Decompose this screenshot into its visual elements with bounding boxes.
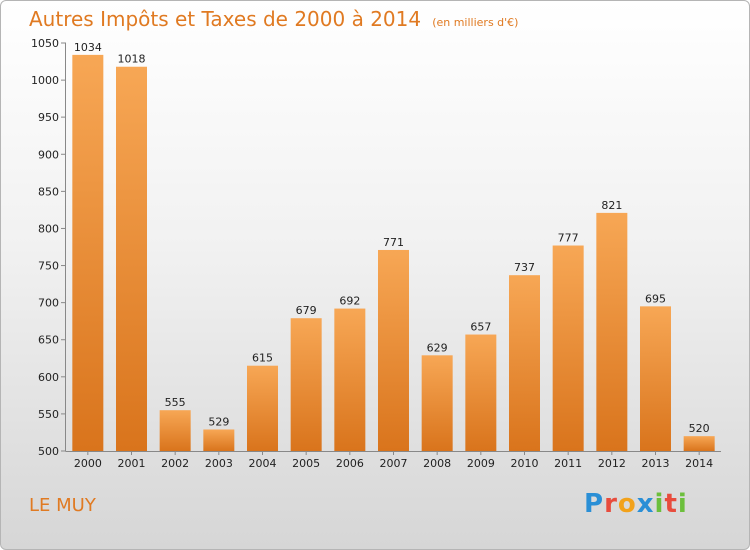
brand-letter: x xyxy=(636,489,655,519)
x-tick-label: 2004 xyxy=(249,457,277,470)
y-tick-label: 1000 xyxy=(31,74,59,87)
y-tick-label: 900 xyxy=(38,148,59,161)
bar xyxy=(421,355,453,451)
data-label: 777 xyxy=(558,232,579,245)
data-label: 695 xyxy=(645,292,666,305)
x-tick-label: 2012 xyxy=(598,457,626,470)
x-tick-label: 2005 xyxy=(292,457,320,470)
bar xyxy=(640,306,671,451)
data-label: 692 xyxy=(339,295,360,308)
y-tick-label: 600 xyxy=(38,371,59,384)
data-label: 821 xyxy=(601,199,622,212)
brand-letter: i xyxy=(677,489,688,519)
data-label: 737 xyxy=(514,261,535,274)
y-tick-label: 550 xyxy=(38,408,59,421)
x-tick-label: 2006 xyxy=(336,457,364,470)
chart-title-block: Autres Impôts et Taxes de 2000 à 2014 (e… xyxy=(29,7,518,31)
bar xyxy=(334,308,366,451)
bar xyxy=(683,436,715,451)
bar xyxy=(116,66,147,451)
data-label: 629 xyxy=(427,341,448,354)
bar xyxy=(290,318,322,451)
x-tick-label: 2010 xyxy=(511,457,539,470)
bar xyxy=(465,334,497,451)
y-tick-label: 750 xyxy=(38,260,59,273)
location-label: LE MUY xyxy=(29,495,96,516)
data-label: 771 xyxy=(383,236,404,249)
chart-title: Autres Impôts et Taxes de 2000 à 2014 xyxy=(29,7,422,31)
bar xyxy=(203,429,235,451)
bar xyxy=(72,54,104,452)
bar xyxy=(378,249,409,451)
bar xyxy=(596,212,628,451)
brand-letter: o xyxy=(617,489,637,519)
x-tick-label: 2000 xyxy=(74,457,102,470)
data-label: 679 xyxy=(296,304,317,317)
x-tick-label: 2003 xyxy=(205,457,233,470)
y-tick-label: 650 xyxy=(38,334,59,347)
y-tick-label: 500 xyxy=(38,445,59,458)
data-label: 529 xyxy=(208,415,229,428)
brand-letter: i xyxy=(654,489,665,519)
chart-subtitle: (en milliers d'€) xyxy=(432,16,519,29)
x-tick-label: 2001 xyxy=(118,457,146,470)
brand-logo: Proxiti xyxy=(584,489,688,519)
bar xyxy=(159,410,191,451)
x-tick-label: 2011 xyxy=(554,457,582,470)
data-label: 657 xyxy=(470,321,491,334)
data-label: 615 xyxy=(252,352,273,365)
x-tick-label: 2007 xyxy=(380,457,408,470)
brand-letter: t xyxy=(664,489,678,519)
x-tick-label: 2002 xyxy=(161,457,189,470)
y-tick-label: 950 xyxy=(38,111,59,124)
data-label: 520 xyxy=(689,422,710,435)
data-label: 555 xyxy=(165,396,186,409)
bar xyxy=(552,245,584,451)
bar xyxy=(509,275,540,451)
bar xyxy=(247,365,278,451)
x-tick-label: 2008 xyxy=(423,457,451,470)
x-tick-label: 2013 xyxy=(642,457,670,470)
data-label: 1018 xyxy=(118,53,146,66)
brand-letter: r xyxy=(604,489,618,519)
data-label: 1034 xyxy=(74,41,102,54)
y-tick-label: 850 xyxy=(38,185,59,198)
y-tick-label: 800 xyxy=(38,222,59,235)
y-tick-label: 700 xyxy=(38,297,59,310)
y-tick-label: 1050 xyxy=(31,37,59,50)
brand-letter: P xyxy=(584,489,605,519)
x-tick-label: 2014 xyxy=(685,457,713,470)
x-tick-label: 2009 xyxy=(467,457,495,470)
